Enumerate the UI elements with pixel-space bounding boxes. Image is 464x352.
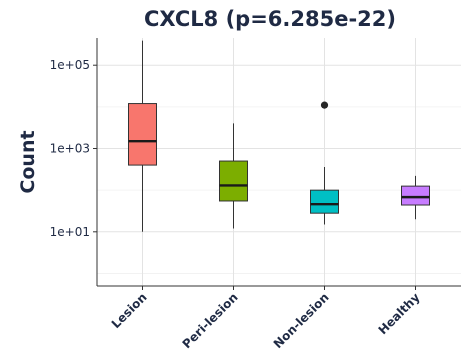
box-peri-lesion bbox=[219, 123, 248, 229]
box-non-lesion bbox=[310, 101, 339, 225]
y-axis-ticks: 1e+01 1e+03 1e+05 bbox=[50, 58, 97, 239]
x-axis-ticks: Lesion Peri-lesion Non-lesion Healthy bbox=[109, 286, 423, 351]
plot-panel bbox=[97, 38, 461, 286]
x-tick-label: Lesion bbox=[109, 290, 150, 331]
boxes bbox=[128, 40, 430, 232]
chart-title: CXCL8 (p=6.285e-22) bbox=[144, 7, 396, 31]
box-healthy bbox=[401, 175, 430, 220]
box-iqr bbox=[219, 160, 248, 202]
outlier-point bbox=[320, 101, 329, 109]
y-tick-label: 1e+03 bbox=[50, 142, 90, 156]
box-iqr bbox=[401, 185, 430, 206]
y-axis-label: Count bbox=[17, 130, 39, 193]
x-tick-label: Peri-lesion bbox=[180, 290, 241, 351]
y-tick-label: 1e+05 bbox=[50, 58, 90, 72]
box-lesion bbox=[128, 40, 157, 232]
box-iqr bbox=[310, 189, 339, 214]
x-tick-label: Healthy bbox=[376, 290, 423, 337]
box-iqr bbox=[128, 103, 157, 166]
grid bbox=[97, 38, 461, 286]
x-tick-label: Non-lesion bbox=[271, 290, 332, 351]
y-tick-label: 1e+01 bbox=[50, 225, 90, 239]
